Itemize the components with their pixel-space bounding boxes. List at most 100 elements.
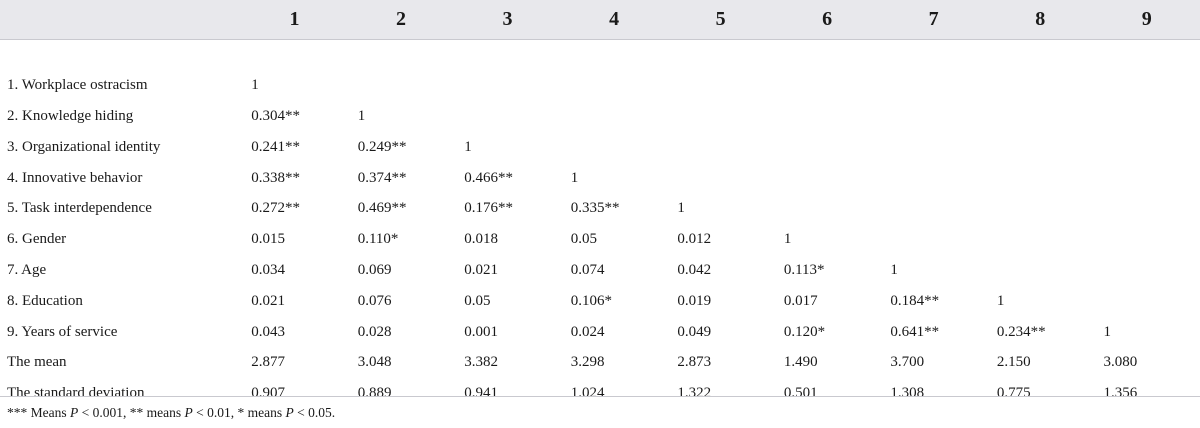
table-cell — [880, 101, 987, 132]
header-cell-8: 8 — [986, 0, 1094, 40]
table-cell: 0.028 — [357, 323, 392, 340]
table-cell: 0.338** — [251, 169, 300, 186]
table-cell: 0.021 — [251, 292, 285, 309]
table-row: 9. Years of service 0.043 0.028 0.001 0.024 0… — [0, 317, 1200, 348]
table-cell: 1 — [783, 231, 792, 248]
table-cell: 1.490 — [783, 354, 818, 371]
row-label: The mean — [7, 354, 67, 371]
table-footnote: *** Means P < 0.001, ** means P < 0.01, … — [7, 405, 335, 421]
table-cell: 0.374** — [357, 169, 407, 186]
table-cell — [1093, 70, 1200, 101]
table-row: 3. Organizational identity 0.241** 0.249**… — [0, 132, 1200, 163]
table-cell: 0.018 — [464, 231, 499, 248]
table-cell: 0.249** — [357, 138, 407, 155]
table-cell — [880, 224, 987, 255]
table-spacer-row — [0, 40, 1200, 71]
table-cell: 0.120* — [783, 323, 826, 340]
table-cell: 3.048 — [357, 354, 392, 371]
footnote-p-symbol-1: P — [70, 405, 79, 420]
table-cell: 0.234** — [996, 323, 1046, 340]
table-row: 1. Workplace ostracism 1 — [0, 70, 1200, 101]
table-row: 8. Education 0.021 0.076 0.05 0.106* 0.019 0.0… — [0, 286, 1200, 317]
table-cell — [774, 101, 881, 132]
table-cell: 0.272** — [251, 200, 300, 217]
header-cell-label — [0, 0, 242, 40]
row-label: 5. Task interdependence — [7, 200, 152, 217]
table-cell: 1.322 — [677, 385, 712, 402]
table-cell — [561, 70, 668, 101]
header-cell-1: 1 — [241, 0, 348, 40]
footnote-p-symbol-3: P — [285, 405, 294, 420]
footnote-text-2: < 0.001, ** means — [78, 405, 185, 420]
row-label: 4. Innovative behavior — [7, 169, 143, 186]
table-cell: 0.043 — [251, 323, 285, 340]
table-cell — [667, 101, 774, 132]
table-cell — [1093, 132, 1200, 163]
table-cell: 0.110* — [357, 231, 399, 248]
table-cell: 0.019 — [677, 292, 712, 309]
table-row: The standard deviation 0.907 0.889 0.941 1.0… — [0, 378, 1200, 409]
row-label: 8. Education — [7, 292, 83, 309]
table-cell — [987, 132, 1094, 163]
table-cell: 0.466** — [464, 169, 514, 186]
table-cell: 0.05 — [464, 292, 491, 309]
table-cell — [880, 70, 987, 101]
table-row: 2. Knowledge hiding 0.304** 1 — [0, 101, 1200, 132]
table-cell: 2.877 — [251, 354, 285, 371]
table-cell — [1093, 101, 1200, 132]
table-cell: 0.641** — [890, 323, 940, 340]
footnote-text-1: *** Means — [7, 405, 70, 420]
table-cell: 0.042 — [677, 261, 712, 278]
table-cell — [987, 163, 1094, 194]
row-label: 2. Knowledge hiding — [7, 107, 134, 124]
table-cell: 0.017 — [783, 292, 818, 309]
table-cell: 0.05 — [570, 231, 598, 248]
footnote-text-3: < 0.01, * means — [192, 405, 286, 420]
row-label: The standard deviation — [7, 385, 145, 402]
table-cell: 0.304** — [251, 107, 300, 124]
table-cell: 0.034 — [251, 261, 285, 278]
table-cell — [1093, 286, 1200, 317]
table-cell: 0.106* — [570, 292, 613, 309]
table-cell — [880, 132, 987, 163]
table-cell: 0.335** — [570, 200, 620, 217]
table-cell: 0.074 — [570, 261, 605, 278]
table-cell — [667, 70, 774, 101]
table-cell: 0.049 — [677, 323, 712, 340]
table-cell: 1 — [890, 261, 898, 278]
table-cell: 1 — [464, 138, 472, 155]
table-cell — [667, 132, 774, 163]
table-cell: 3.382 — [464, 354, 499, 371]
table-row: The mean 2.877 3.048 3.382 3.298 2.873 1.490 3.… — [0, 347, 1200, 378]
row-label: 3. Organizational identity — [7, 138, 161, 155]
table-cell — [987, 224, 1094, 255]
table-cell: 0.176** — [464, 200, 514, 217]
header-cell-9: 9 — [1093, 0, 1200, 40]
header-cell-7: 7 — [880, 0, 987, 40]
table-cell: 0.024 — [570, 323, 605, 340]
table-cell: 2.873 — [677, 354, 712, 371]
table-bottom-rule — [0, 396, 1200, 397]
table-cell: 1.308 — [890, 385, 925, 402]
table-cell: 1 — [570, 169, 579, 186]
table-cell — [348, 70, 455, 101]
table-cell — [880, 163, 987, 194]
table-cell: 1 — [251, 77, 259, 94]
table-body: 1. Workplace ostracism 1 2. Knowledge hidi… — [0, 40, 1200, 410]
table-cell: 1 — [677, 200, 685, 217]
table-cell — [987, 193, 1094, 224]
table-cell — [561, 132, 668, 163]
table-cell — [1093, 255, 1200, 286]
table-cell: 0.069 — [357, 261, 392, 278]
table-cell — [987, 70, 1094, 101]
table-cell: 0.469** — [357, 200, 407, 217]
table-cell: 0.021 — [464, 261, 499, 278]
table-cell — [880, 193, 987, 224]
table-cell — [454, 70, 561, 101]
table-cell: 0.775 — [996, 385, 1031, 402]
header-cell-3: 3 — [454, 0, 561, 40]
table-cell — [1093, 163, 1200, 194]
row-label: 7. Age — [7, 261, 47, 278]
table-cell: 0.015 — [251, 231, 285, 248]
table-cell — [774, 193, 881, 224]
